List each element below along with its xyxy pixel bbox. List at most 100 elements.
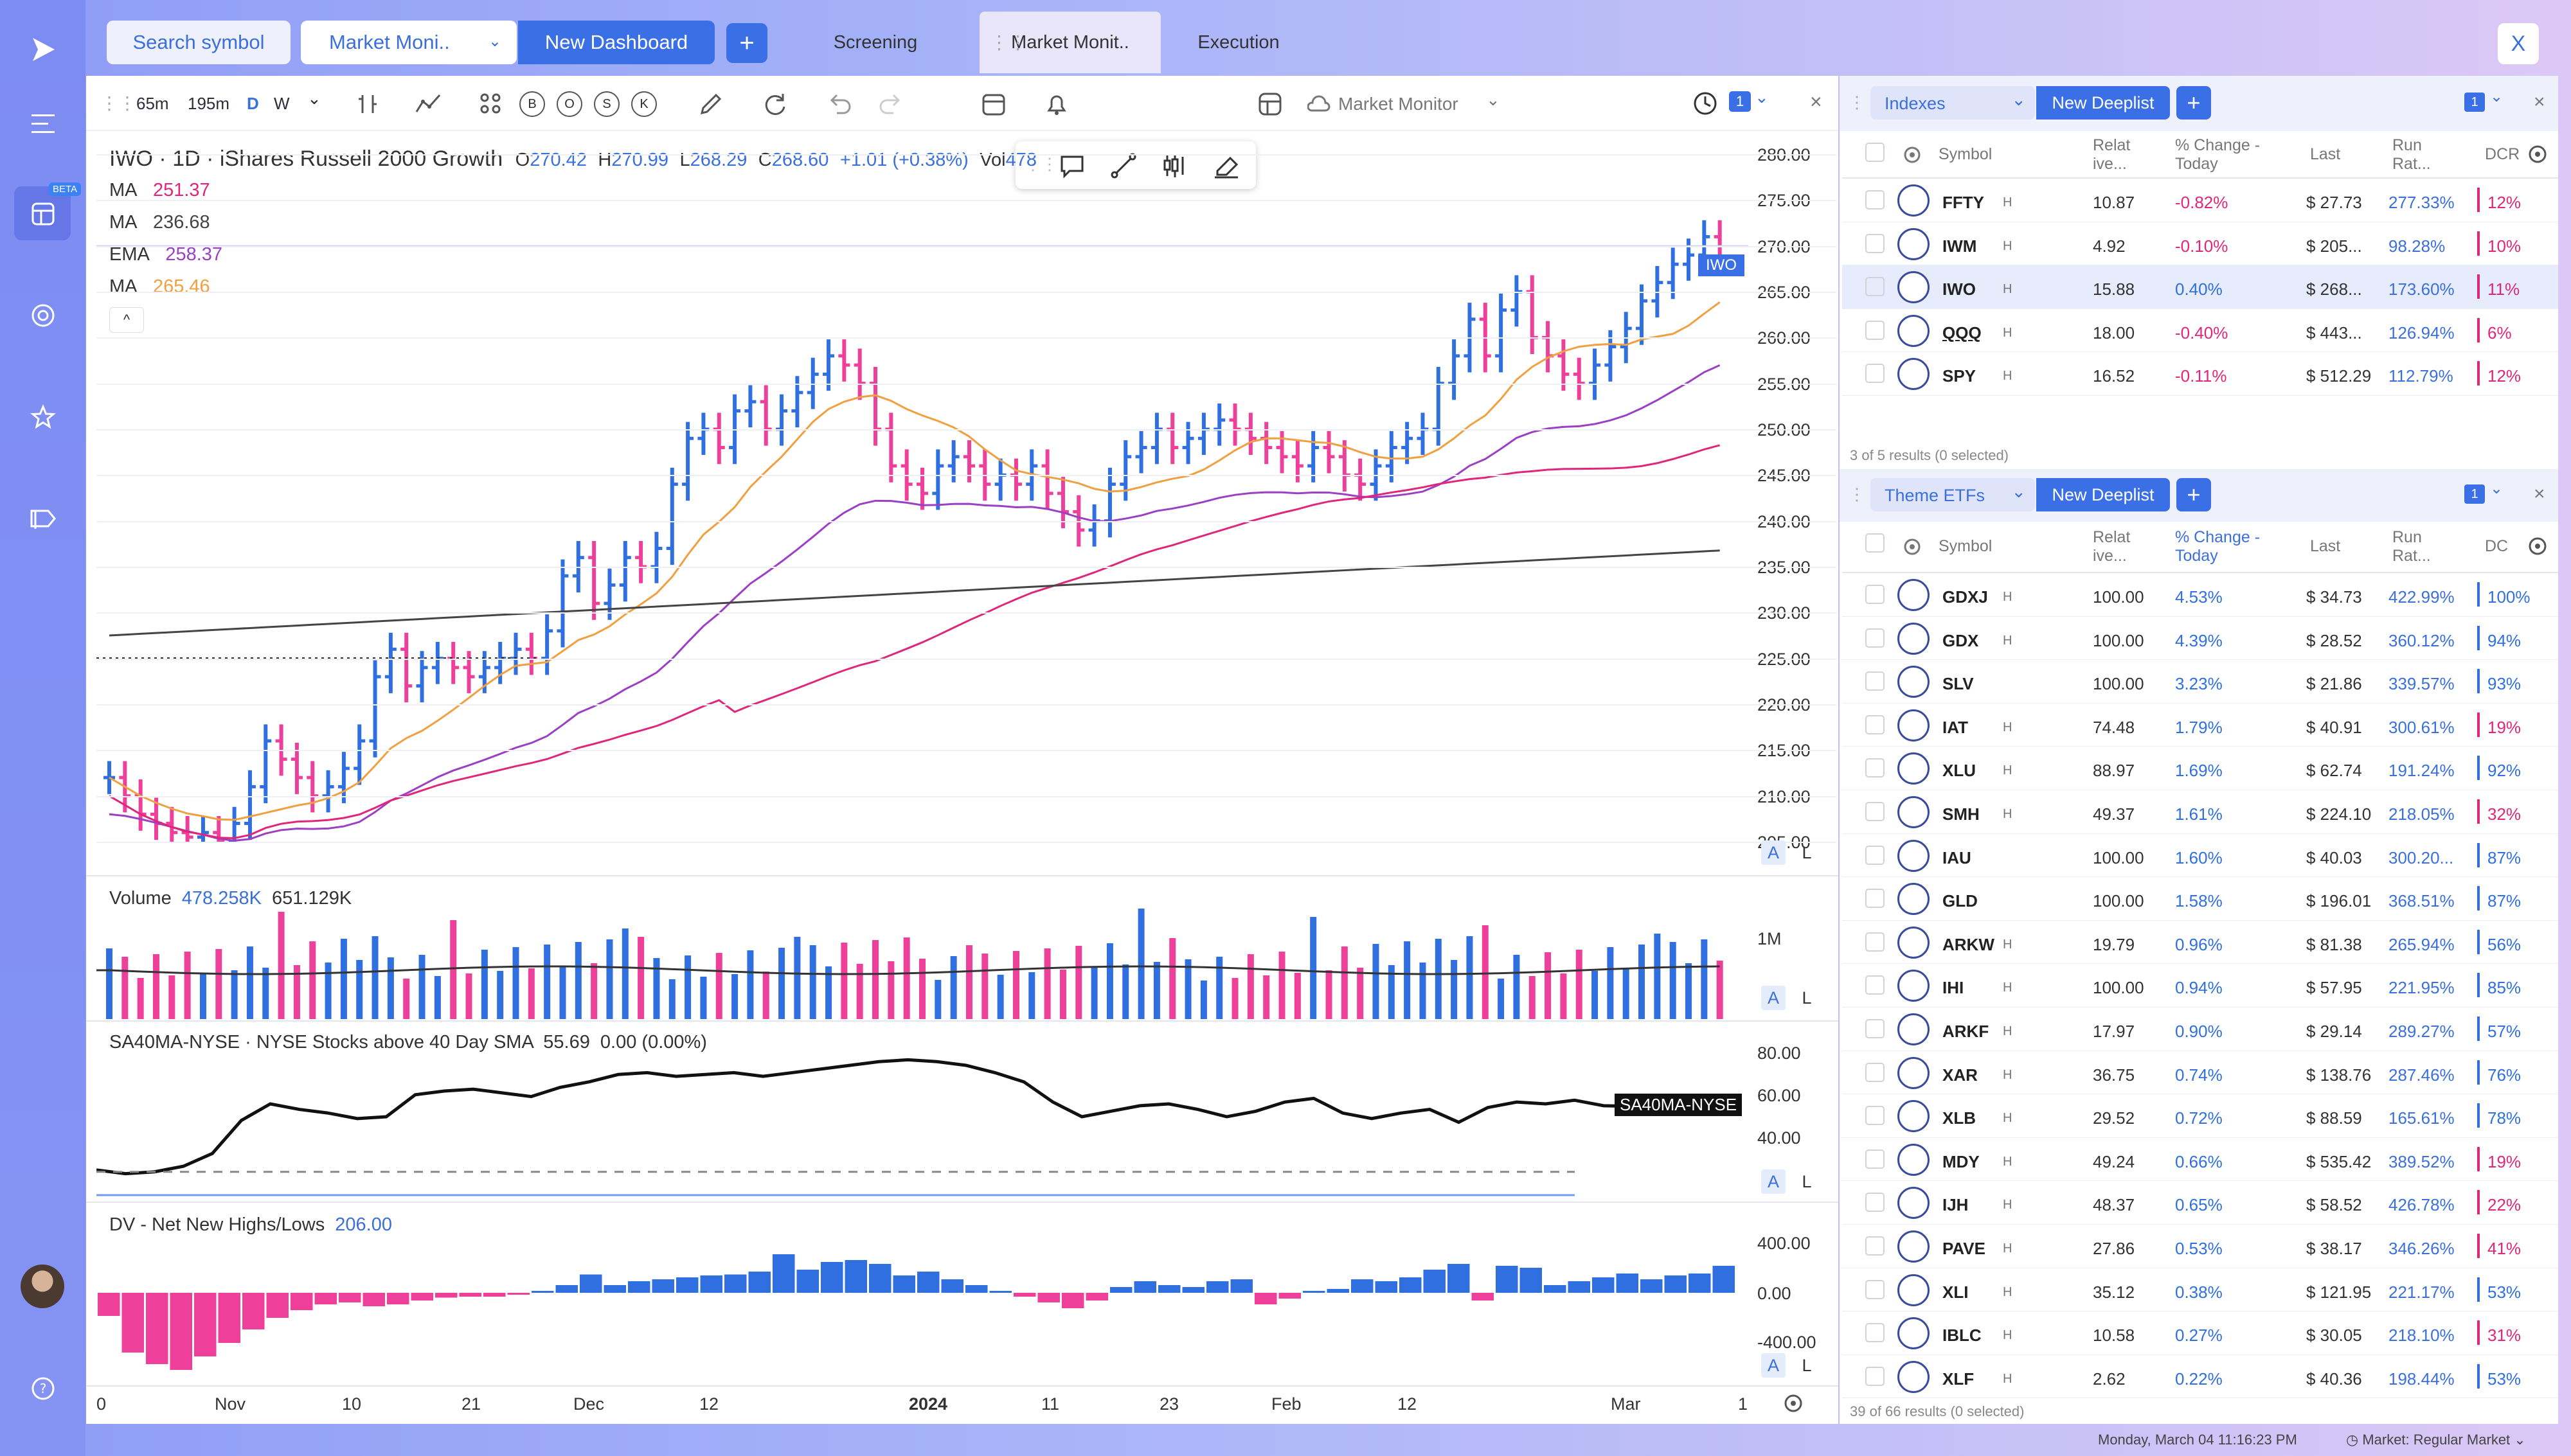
close-chart-button[interactable]: × [1810,90,1822,113]
symbol-cell[interactable]: PAVE [1942,1239,1985,1258]
header-change[interactable]: % Change - Today [2175,528,2261,565]
link-count-badge[interactable]: 1 [2464,93,2485,112]
link-count-badge[interactable]: 1 [1729,91,1751,112]
table-row[interactable]: IWM H 4.92 -0.10% $ 205... 98.28% 10% [1842,222,2558,265]
symbol-cell[interactable]: MDY [1942,1151,1980,1171]
header-symbol[interactable]: Symbol [1939,537,1993,555]
table-settings-icon[interactable] [2526,143,2549,166]
dv-chart[interactable] [96,1203,1748,1383]
table-row[interactable]: XLF H 2.62 0.22% $ 40.36 198.44% 53% [1842,1355,2558,1399]
row-checkbox[interactable] [1865,932,1885,952]
symbol-cell[interactable]: IWO [1942,280,1976,299]
row-checkbox[interactable] [1865,1106,1885,1126]
tab-execution[interactable]: Execution [1197,31,1280,53]
comment-icon[interactable] [1058,152,1086,180]
layout-select[interactable]: Market Monitor ⌄ [1307,90,1526,118]
row-checkbox[interactable] [1865,802,1885,821]
pane-divider[interactable] [86,1020,1838,1022]
settings-icon[interactable] [1782,1392,1805,1415]
marker-s-button[interactable]: S [594,91,620,117]
row-checkbox[interactable] [1865,233,1885,253]
header-run-rate[interactable]: Run Rat... [2392,136,2431,173]
chevron-down-icon[interactable]: ⌄ [2490,88,2504,105]
symbol-cell[interactable]: XLU [1942,761,1976,781]
log-scale-button[interactable]: L [1802,1171,1812,1191]
interval-195m[interactable]: 195m [188,94,230,113]
symbol-cell[interactable]: IBLC [1942,1326,1982,1345]
header-symbol[interactable]: Symbol [1939,145,1993,163]
symbol-cell[interactable]: ARKW [1942,934,1994,954]
table-row[interactable]: SPY H 16.52 -0.11% $ 512.29 112.79% 12% [1842,352,2558,396]
status-market[interactable]: ◷ Market: Regular Market ⌄ [2346,1432,2526,1448]
trendline-icon[interactable] [1109,152,1138,180]
symbol-cell[interactable]: XLB [1942,1108,1976,1128]
broadcast-icon[interactable] [24,500,62,537]
header-run-rate[interactable]: Run Rat... [2392,528,2431,565]
table-row[interactable]: ARKW H 19.79 0.96% $ 81.38 265.94% 56% [1842,921,2558,964]
symbol-cell[interactable]: IHI [1942,978,1964,998]
table-row[interactable]: GDXJ H 100.00 4.53% $ 34.73 422.99% 100% [1842,573,2558,617]
close-panel-button[interactable]: × [2534,483,2545,504]
header-relative[interactable]: Relat ive... [2093,136,2131,173]
dashboard-select[interactable]: Market Moni.. ⌄ [301,21,517,64]
settings-icon[interactable] [1901,536,1923,558]
sa40-chart[interactable] [96,1022,1748,1200]
star-icon[interactable] [24,398,62,436]
log-scale-button[interactable]: L [1802,1355,1812,1375]
interval-chevron-icon[interactable]: ⌄ [307,89,321,108]
symbol-cell[interactable]: XLI [1942,1282,1969,1302]
table-row[interactable]: GLD 100.00 1.58% $ 196.01 368.51% 87% [1842,877,2558,921]
row-checkbox[interactable] [1865,889,1885,909]
add-deeplist-button[interactable]: + [2176,86,2211,120]
bell-icon[interactable] [1043,90,1071,118]
bar-style-icon[interactable] [355,91,381,117]
refresh-icon[interactable] [761,90,789,118]
symbol-cell[interactable]: QQQ [1942,323,1982,342]
table-row[interactable]: QQQ H 18.00 -0.40% $ 443... 126.94% 6% [1842,309,2558,352]
row-checkbox[interactable] [1865,1279,1885,1299]
table-row[interactable]: SMH H 49.37 1.61% $ 224.10 218.05% 32% [1842,790,2558,834]
drag-handle-icon[interactable]: ⋮⋮ [100,93,136,113]
symbol-cell[interactable]: GDX [1942,630,1979,650]
table-row[interactable]: XLI H 35.12 0.38% $ 121.95 221.17% 53% [1842,1268,2558,1312]
symbol-cell[interactable]: IJH [1942,1195,1969,1215]
tab-screening[interactable]: Screening [833,31,918,53]
row-checkbox[interactable] [1865,1193,1885,1212]
autoscale-button[interactable]: A [1761,840,1786,865]
play-logo-icon[interactable] [24,31,62,68]
symbol-cell[interactable]: SLV [1942,674,1974,694]
header-dcr[interactable]: DCR [2485,145,2520,163]
log-scale-button[interactable]: L [1802,842,1812,862]
menu-icon[interactable] [24,105,62,143]
tab-market-monitor[interactable]: ⋮⋮ Market Monit.. [980,12,1161,73]
log-scale-button[interactable]: L [1802,988,1812,1008]
avatar[interactable] [21,1265,64,1308]
row-checkbox[interactable] [1865,975,1885,995]
symbol-cell[interactable]: FFTY [1942,193,1984,212]
table-row[interactable]: IAT H 74.48 1.79% $ 40.91 300.61% 19% [1842,704,2558,747]
add-deeplist-button[interactable]: + [2176,478,2211,511]
new-deeplist-button[interactable]: New Deeplist [2036,478,2170,511]
header-change[interactable]: % Change - Today [2175,136,2261,173]
row-checkbox[interactable] [1865,1323,1885,1343]
table-row[interactable]: IHI H 100.00 0.94% $ 57.95 221.95% 85% [1842,964,2558,1008]
row-checkbox[interactable] [1865,715,1885,734]
chevron-down-icon[interactable]: ⌄ [2490,480,2504,497]
help-icon[interactable]: ? [24,1370,62,1407]
autoscale-button[interactable]: A [1761,1353,1786,1378]
row-checkbox[interactable] [1865,1019,1885,1038]
pencil-icon[interactable] [697,90,725,118]
pane-divider[interactable] [86,875,1838,876]
volume-chart[interactable] [96,900,1748,1019]
table-row[interactable]: GDX H 100.00 4.39% $ 28.52 360.12% 94% [1842,617,2558,661]
table-row[interactable]: FFTY H 10.87 -0.82% $ 27.73 277.33% 12% [1842,179,2558,222]
candle-tool-icon[interactable] [1161,152,1189,180]
price-chart[interactable] [96,154,1748,842]
chevron-down-icon[interactable]: ⌄ [1755,87,1769,107]
table-row[interactable]: IAU 100.00 1.60% $ 40.03 300.20... 87% [1842,834,2558,878]
row-checkbox[interactable] [1865,585,1885,604]
search-symbol-button[interactable]: Search symbol [107,21,291,64]
symbol-cell[interactable]: IWM [1942,236,1977,256]
marker-k-button[interactable]: K [631,91,657,117]
symbol-cell[interactable]: GDXJ [1942,587,1988,607]
